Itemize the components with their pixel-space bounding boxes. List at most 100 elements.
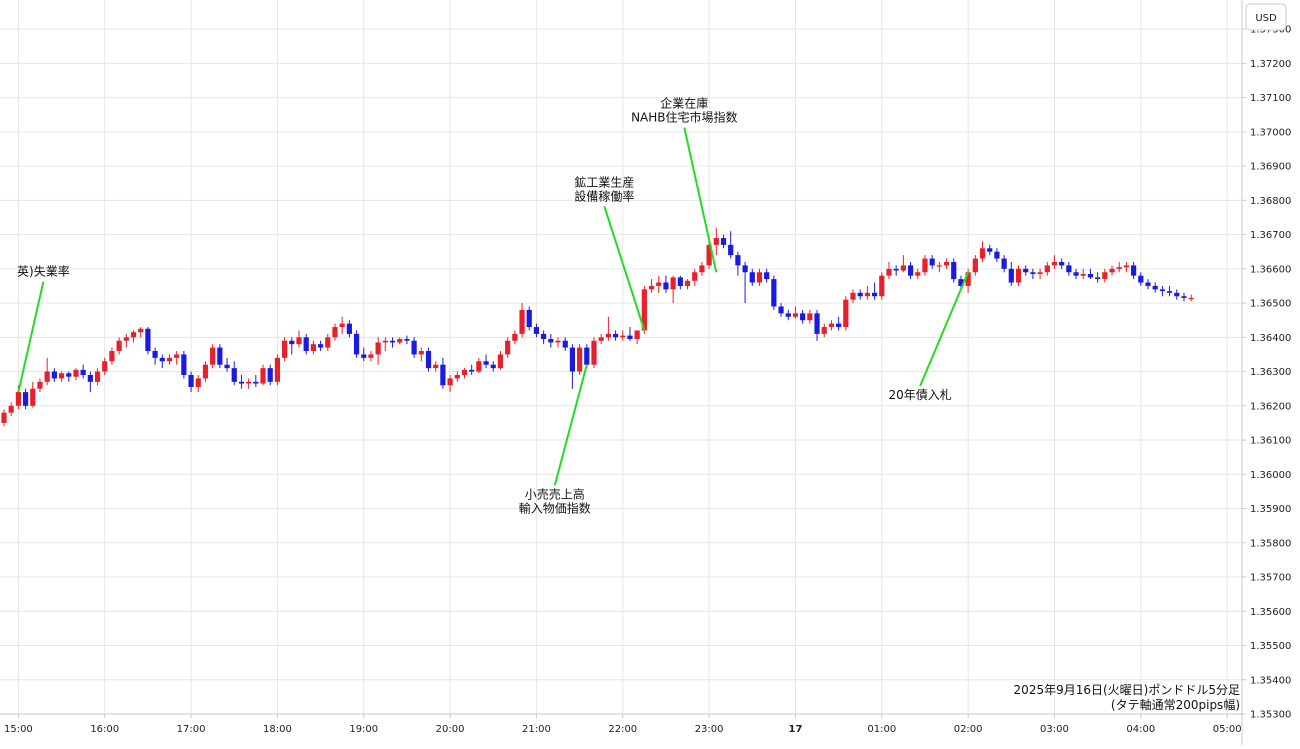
candle [1152,282,1158,293]
candle [1001,255,1007,273]
candle [361,347,367,362]
candle-body [80,369,86,375]
candle [526,306,532,331]
candle-body [792,313,799,317]
candle [987,244,993,256]
candle-body [1066,265,1072,273]
candle [87,371,93,393]
candle [1159,285,1165,297]
candle-body [864,292,870,297]
candle-body [87,374,93,382]
candle [217,344,223,369]
candle [1138,272,1144,286]
candle-body [936,265,942,267]
candle-body [1059,261,1065,266]
candle-body [1044,265,1050,273]
annotation-label: NAHB住宅市場指数 [631,110,737,125]
time-tick-label: 01:00 [867,724,896,735]
candle-body [1080,273,1086,276]
candle-body [1051,261,1058,266]
candle-body [548,339,554,343]
candle-body [37,381,43,389]
candle [382,337,388,352]
annotation-line [553,364,588,486]
candle [972,255,978,276]
candle-body [764,272,770,280]
candle [764,268,770,283]
price-axis[interactable]: 1.373001.372001.371001.370001.369001.368… [1242,25,1291,721]
price-tick-label: 1.36500 [1250,299,1291,310]
time-tick-label: 15:00 [4,724,33,735]
candle [699,261,705,276]
candle-body [756,272,763,283]
currency-badge[interactable]: USD [1245,3,1287,31]
candle-body [1116,267,1122,269]
candle-body [382,340,388,343]
candle-body [879,275,885,297]
candle [289,337,295,355]
candle-body [181,354,187,375]
candle-body [188,374,194,387]
candle [620,330,626,341]
candle-body [807,313,813,321]
candle-body [871,292,878,297]
candle [605,316,611,341]
annotation-line [919,271,970,387]
time-tick-label: 05:00 [1213,724,1242,735]
candle [181,351,187,379]
candle [497,351,504,370]
price-tick-label: 1.36300 [1250,367,1291,378]
candle [1080,268,1086,280]
annotation-line [17,281,45,393]
candle-body [584,347,590,365]
candle-body [231,368,237,382]
candle-body [303,337,309,352]
candle-body [692,272,698,281]
candle-body [246,381,252,384]
candle-body [130,332,137,338]
price-tick-label: 1.36600 [1250,264,1291,275]
candle-body [66,373,72,377]
candle [505,337,511,358]
candle-body [1,412,7,423]
candle-body [411,340,417,355]
candle-body [1037,272,1043,274]
candle-body [260,368,266,384]
candle-body [987,248,993,252]
candle [512,330,518,345]
candle-body [800,313,806,321]
candle-body [915,272,921,276]
time-axis[interactable]: 15:00 16:00 17:00 18:00 19:00 20:00 21:00 22:00… [4,714,1242,735]
candle-body [476,361,482,372]
candle-body [210,347,216,365]
candle-body [51,371,57,379]
price-tick-label: 1.36700 [1250,230,1291,241]
candle [1023,265,1029,276]
candle-body [1138,275,1144,283]
candle [1051,255,1058,269]
time-tick-label: 17 [788,724,802,735]
candle-body [771,279,777,307]
candle-body [217,347,223,365]
candle [979,241,986,262]
candle-body [951,261,957,280]
candle [1145,279,1151,290]
candle [1059,258,1065,269]
candle [310,340,316,355]
annotations: 英)失業率小売売上高輸入物価指数鉱工業生産設備稼働率企業在庫NAHB住宅市場指数… [17,96,970,515]
candle [907,261,914,280]
price-tick-label: 1.35700 [1250,573,1291,584]
candle [483,354,489,369]
candle-body [483,361,489,365]
candle-body [22,392,29,406]
candle [555,337,561,348]
candle [800,309,806,324]
candle-body [886,268,892,276]
candle-body [591,340,597,365]
candle [735,251,741,276]
candle [138,327,144,338]
candle [771,275,777,310]
candle-body [627,335,633,340]
